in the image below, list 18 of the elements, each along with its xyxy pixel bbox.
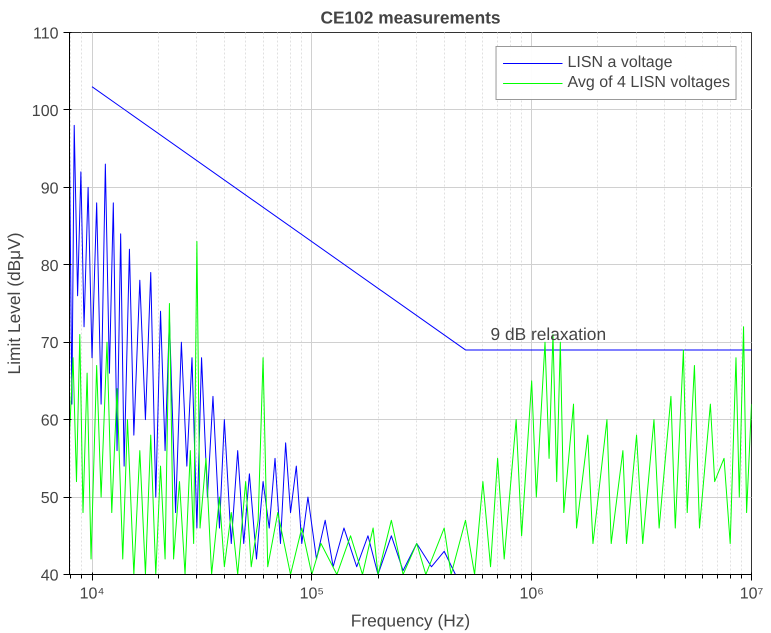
y-tick-label: 40 xyxy=(40,568,59,584)
x-tick-label: 10⁵ xyxy=(300,586,324,602)
y-tick-label: 60 xyxy=(40,412,59,430)
y-tick-label: 90 xyxy=(40,180,59,198)
legend-label: LISN a voltage xyxy=(568,54,672,72)
y-tick-label: 50 xyxy=(40,490,59,508)
y-axis-title: Limit Level (dBμV) xyxy=(4,232,24,374)
y-tick-label: 100 xyxy=(32,102,59,120)
y-tick-label: 110 xyxy=(32,26,59,42)
annotation: 9 dB relaxation xyxy=(490,324,606,344)
x-tick-label: 10⁷ xyxy=(740,586,764,602)
chart-title: CE102 measurements xyxy=(320,8,501,28)
legend-label: Avg of 4 LISN voltages xyxy=(568,74,730,92)
x-axis-title: Frequency (Hz) xyxy=(350,610,470,630)
y-tick-label: 80 xyxy=(40,258,59,275)
y-tick-label: 70 xyxy=(40,335,59,352)
x-tick-label: 10⁴ xyxy=(80,586,104,602)
x-tick-label: 10⁶ xyxy=(519,586,544,602)
